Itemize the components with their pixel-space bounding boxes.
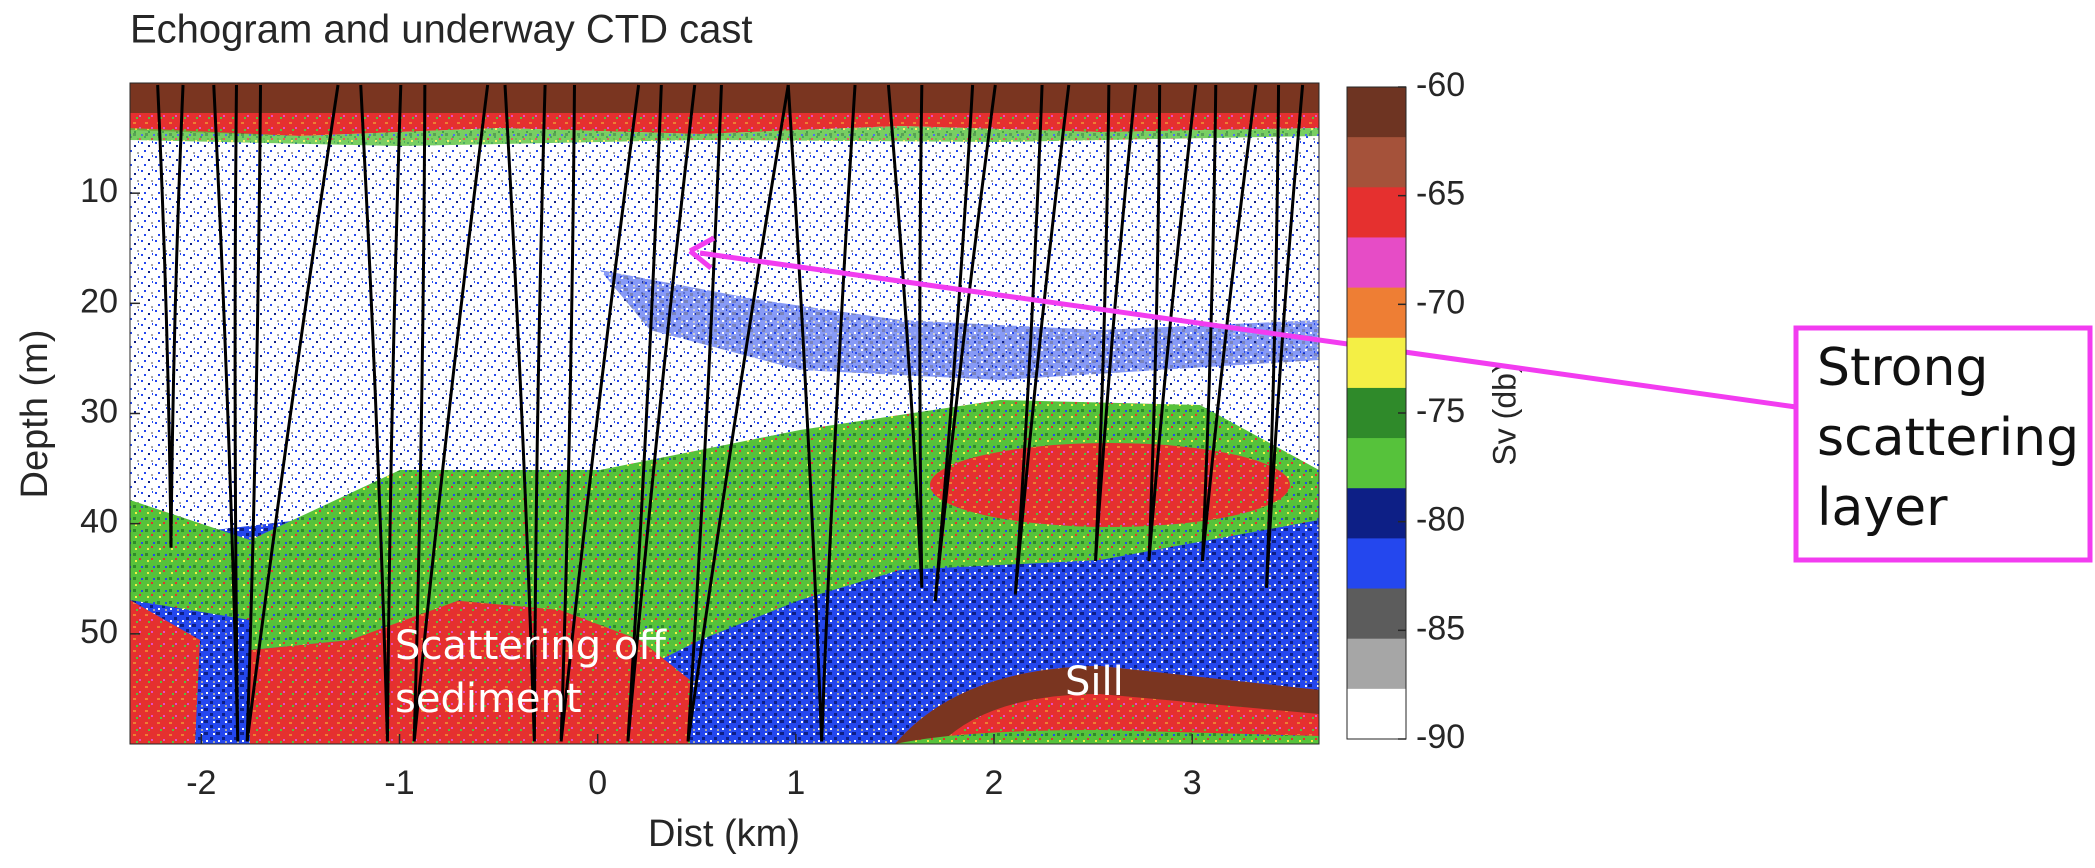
echogram-red-layer (930, 443, 1290, 527)
colorbar-band (1347, 488, 1406, 539)
echogram-surface (130, 113, 1319, 136)
annotation: sediment (395, 676, 582, 722)
colorbar-tick-label: -75 (1416, 392, 1465, 430)
colorbar-tick-label: -70 (1416, 283, 1465, 321)
y-tick-label: 30 (80, 392, 118, 430)
echogram-blue-streak (600, 270, 1319, 380)
ctd-cast (933, 84, 997, 602)
y-axis-label: Depth (m) (14, 330, 56, 499)
colorbar-tick-label: -65 (1416, 175, 1465, 213)
echogram-sill (895, 730, 1319, 744)
colorbar-label: Sv (db) (1486, 362, 1522, 465)
ctd-cast (245, 84, 340, 742)
x-tick-label: 2 (985, 764, 1004, 802)
callout-text: scattering (1817, 408, 2079, 468)
ctd-cast (503, 84, 547, 742)
colorbar-band (1347, 137, 1406, 188)
colorbar-band (1347, 287, 1406, 339)
annotation: Sill (1065, 659, 1124, 705)
x-axis-label: Dist (km) (648, 813, 800, 855)
colorbar-band (1347, 688, 1406, 740)
colorbar-band (1347, 387, 1406, 439)
y-tick-label: 20 (80, 282, 118, 320)
y-tick-label: 50 (80, 613, 118, 651)
y-tick-label: 40 (80, 503, 118, 541)
ctd-cast (1200, 84, 1258, 562)
ctd-cast (1265, 84, 1305, 588)
y-tick-label: 10 (80, 172, 118, 210)
ctd-cast (359, 84, 403, 742)
echogram-surface (130, 83, 1319, 113)
ctd-cast (1147, 84, 1198, 562)
ctd-cast (626, 84, 697, 742)
ctd-cast (686, 84, 790, 742)
ctd-cast (412, 84, 490, 742)
echogram-blue-streak (130, 150, 1319, 300)
echogram-sill (895, 666, 1319, 744)
colorbar-tick-label: -90 (1416, 718, 1465, 756)
ctd-casts (156, 84, 1305, 742)
ctd-cast (156, 84, 185, 548)
callout-text: Strong (1817, 338, 1988, 398)
callout-arrow (699, 250, 1797, 410)
ctd-cast (212, 84, 240, 742)
colorbar-tick-label: -60 (1416, 66, 1465, 104)
ctd-cast (786, 84, 857, 742)
echogram (130, 83, 1319, 744)
colorbar-tick-label: -85 (1416, 609, 1465, 647)
colorbar-band (1347, 588, 1406, 640)
ctd-cast (1094, 84, 1138, 562)
colorbar-band (1347, 638, 1406, 690)
x-tick-label: 3 (1183, 764, 1202, 802)
callout-box (1793, 325, 2093, 563)
callout-arrowhead (688, 235, 716, 270)
callout-text: layer (1817, 478, 1948, 538)
ctd-cast (559, 84, 641, 742)
annotation: Scattering off (395, 623, 667, 669)
echogram-surface (130, 126, 1319, 146)
x-tick-label: -1 (384, 764, 414, 802)
ctd-cast (1013, 84, 1071, 595)
colorbar-tick-label: -80 (1416, 501, 1465, 539)
colorbar-band (1347, 87, 1406, 138)
colorbar-band (1347, 237, 1406, 289)
colorbar-band (1347, 337, 1406, 389)
colorbar-band (1347, 538, 1406, 590)
x-tick-label: 1 (786, 764, 805, 802)
x-tick-label: 0 (588, 764, 607, 802)
echogram-sediment (130, 600, 200, 744)
ctd-cast (886, 84, 924, 588)
chart-title: Echogram and underway CTD cast (130, 8, 753, 52)
colorbar-band (1347, 438, 1406, 489)
echogram-green-layer (250, 540, 460, 650)
x-tick-label: -2 (186, 764, 216, 802)
colorbar-band (1347, 187, 1406, 238)
